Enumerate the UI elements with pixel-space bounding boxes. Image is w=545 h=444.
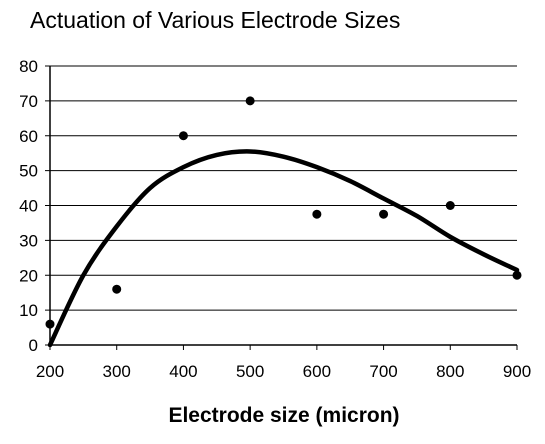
x-tick-labels: 200 300 400 500 600 700 800 900: [36, 345, 531, 381]
y-tick-label: 80: [19, 57, 38, 76]
x-tick-label: 800: [436, 362, 464, 381]
data-point: [312, 209, 322, 219]
y-tick-label: 0: [29, 336, 38, 355]
x-tick-label: 600: [303, 362, 331, 381]
x-tick-label: 700: [369, 362, 397, 381]
y-tick-label: 40: [19, 197, 38, 216]
y-tick-label: 70: [19, 92, 38, 111]
x-tick-label: 900: [503, 362, 531, 381]
y-tick-label: 50: [19, 162, 38, 181]
y-tick-labels: 0 10 20 30 40 50 60 70 80: [19, 57, 50, 355]
data-points: [45, 96, 522, 329]
data-point: [178, 131, 188, 141]
data-point: [45, 319, 55, 329]
y-tick-label: 60: [19, 127, 38, 146]
data-point: [512, 270, 522, 280]
x-tick-label: 300: [103, 362, 131, 381]
data-point: [245, 96, 255, 106]
data-point: [445, 201, 455, 210]
data-point: [379, 209, 389, 219]
x-tick-label: 500: [236, 362, 264, 381]
y-tick-label: 20: [19, 266, 38, 285]
x-tick-label: 400: [169, 362, 197, 381]
chart-title: Actuation of Various Electrode Sizes: [30, 7, 400, 33]
y-tick-label: 10: [19, 301, 38, 320]
x-axis-label: Electrode size (micron): [168, 404, 399, 427]
data-point: [112, 284, 122, 294]
grid-lines: [50, 65, 517, 311]
trendline: [47, 149, 520, 348]
y-tick-label: 30: [19, 231, 38, 250]
x-tick-label: 200: [36, 362, 64, 381]
